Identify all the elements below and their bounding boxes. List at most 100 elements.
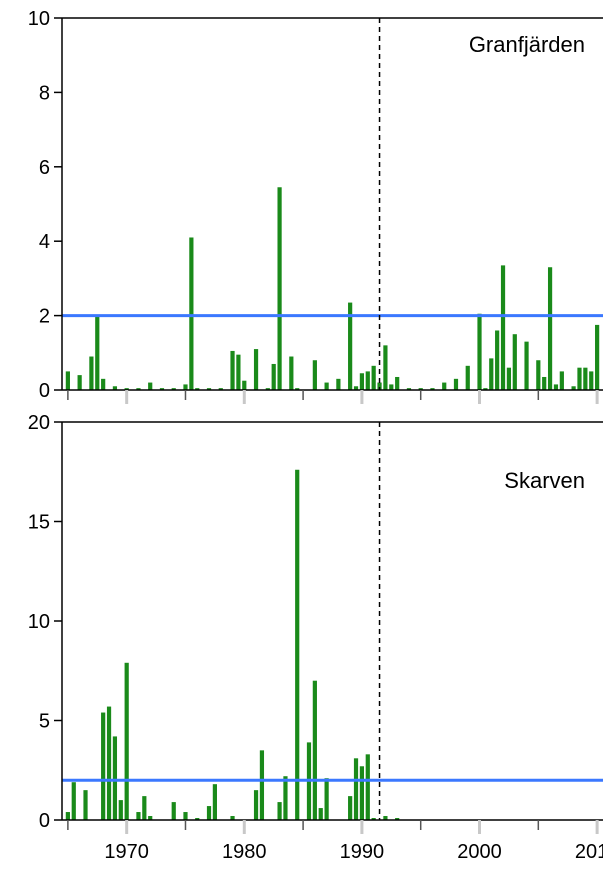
skarven-bar xyxy=(318,808,323,820)
granfjarden-bar xyxy=(389,384,394,390)
skarven-y-tick-label: 5 xyxy=(39,711,50,733)
granfjarden-title: Granfjärden xyxy=(469,32,585,57)
granfjarden-bar xyxy=(571,386,576,390)
skarven-bar xyxy=(253,790,259,820)
granfjarden-bar xyxy=(159,388,165,390)
skarven-y-tick-label: 0 xyxy=(39,810,50,832)
skarven-bar xyxy=(230,816,235,820)
granfjarden-bar xyxy=(365,371,370,390)
granfjarden-bar xyxy=(383,345,388,390)
granfjarden-bar xyxy=(553,384,559,390)
granfjarden-bar xyxy=(506,367,512,390)
granfjarden-bar xyxy=(230,350,235,390)
granfjarden-bar xyxy=(483,388,488,390)
granfjarden-bar xyxy=(583,367,588,390)
skarven-bar xyxy=(183,812,188,820)
granfjarden-bar xyxy=(595,324,600,390)
granfjarden-bars xyxy=(65,187,600,390)
granfjarden-bar xyxy=(277,187,282,390)
granfjarden-bar xyxy=(577,367,582,390)
granfjarden-bar xyxy=(500,265,506,390)
skarven-bars xyxy=(65,469,400,820)
granfjarden-bar xyxy=(359,373,364,390)
skarven-bar xyxy=(395,818,400,820)
skarven-bar xyxy=(142,796,147,820)
skarven-y-tick-label: 15 xyxy=(28,512,50,534)
granfjarden-y-tick-label: 4 xyxy=(39,231,50,253)
skarven-bar xyxy=(71,782,76,820)
granfjarden-bar xyxy=(512,334,517,390)
skarven-bar xyxy=(136,812,141,820)
granfjarden-y-tick-label: 0 xyxy=(39,380,50,402)
skarven-bar xyxy=(148,816,153,820)
granfjarden-bar xyxy=(312,360,317,390)
granfjarden-bar xyxy=(101,378,106,390)
granfjarden-bar xyxy=(95,315,100,390)
granfjarden-x-ticks xyxy=(67,390,599,404)
granfjarden-bar xyxy=(89,356,94,390)
skarven-bar xyxy=(348,796,353,820)
skarven-title: Skarven xyxy=(504,468,585,493)
skarven-bar xyxy=(353,758,359,820)
granfjarden-bar xyxy=(418,388,423,390)
granfjarden-bar xyxy=(477,313,482,390)
granfjarden-bar xyxy=(112,386,118,390)
skarven-panel: 0 5 10 15 20 1970 1980 1990 2000 2010 Skarven xyxy=(28,412,603,863)
skarven-bar xyxy=(65,812,70,820)
granfjarden-bar xyxy=(77,375,82,390)
granfjarden-bar xyxy=(453,378,459,390)
granfjarden-bar xyxy=(124,388,129,390)
granfjarden-bar xyxy=(377,382,382,390)
granfjarden-bar xyxy=(242,380,247,390)
granfjarden-bar xyxy=(171,388,176,390)
granfjarden-bar xyxy=(406,388,412,390)
skarven-bar xyxy=(383,816,388,820)
granfjarden-bar xyxy=(489,358,494,390)
granfjarden-bar xyxy=(236,354,241,390)
skarven-x-tick-label: 2010 xyxy=(575,841,603,863)
granfjarden-bar xyxy=(324,382,329,390)
granfjarden-bar xyxy=(536,360,541,390)
skarven-bar xyxy=(259,750,265,820)
granfjarden-y-tick-label: 6 xyxy=(39,157,50,179)
granfjarden-bar xyxy=(465,365,470,390)
granfjarden-y-tick-label: 8 xyxy=(39,82,50,104)
granfjarden-bar xyxy=(348,302,353,390)
skarven-bar xyxy=(106,706,112,820)
granfjarden-bar xyxy=(430,388,435,390)
skarven-bar xyxy=(324,778,329,820)
granfjarden-bar xyxy=(495,330,500,390)
granfjarden-panel: 0 2 4 6 8 10 Granfjärden xyxy=(28,8,603,404)
skarven-bar xyxy=(295,469,300,820)
skarven-bar xyxy=(206,806,212,820)
granfjarden-bar xyxy=(195,388,200,390)
granfjarden-bar xyxy=(65,371,70,390)
skarven-bar xyxy=(171,802,176,820)
skarven-x-ticks: 1970 1980 1990 2000 2010 xyxy=(67,820,603,863)
skarven-bar xyxy=(101,712,106,820)
skarven-x-tick-label: 1980 xyxy=(222,841,267,863)
skarven-bar xyxy=(371,818,376,820)
granfjarden-bar xyxy=(524,341,529,390)
granfjarden-bar xyxy=(206,388,212,390)
granfjarden-y-tick-label: 2 xyxy=(39,306,50,328)
granfjarden-bar xyxy=(442,382,447,390)
skarven-y-tick-label: 20 xyxy=(28,412,50,434)
granfjarden-bar xyxy=(271,363,276,390)
granfjarden-bar xyxy=(148,382,153,390)
granfjarden-bar xyxy=(189,237,194,390)
granfjarden-bar xyxy=(395,376,400,390)
skarven-bar xyxy=(83,790,88,820)
skarven-bar xyxy=(312,680,317,820)
granfjarden-bar xyxy=(371,365,376,390)
skarven-y-tick-label: 10 xyxy=(28,611,50,633)
skarven-bar xyxy=(283,776,288,820)
skarven-bar xyxy=(277,802,282,820)
granfjarden-bar xyxy=(547,267,553,390)
skarven-x-tick-label: 2000 xyxy=(457,841,502,863)
granfjarden-bar xyxy=(336,378,341,390)
granfjarden-bar xyxy=(589,371,594,390)
skarven-x-tick-label: 1970 xyxy=(104,841,149,863)
granfjarden-y-tick-label: 10 xyxy=(28,8,50,30)
